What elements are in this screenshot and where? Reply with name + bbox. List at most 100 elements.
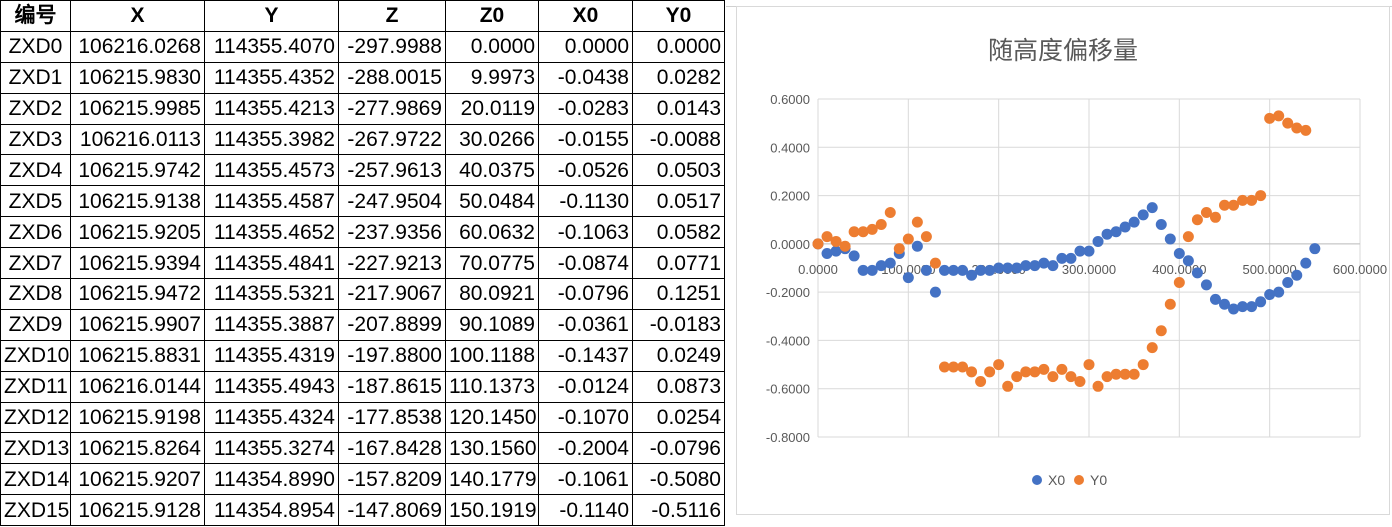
cell-y[interactable]: 114355.3274: [204, 432, 339, 465]
cell-x0[interactable]: -0.1063: [538, 216, 633, 249]
data-point-y0[interactable]: [812, 238, 824, 250]
cell-z0[interactable]: 80.0921: [445, 278, 539, 310]
cell-y[interactable]: 114354.8954: [204, 494, 339, 527]
cell-z[interactable]: -187.8615: [338, 370, 446, 403]
cell-z0[interactable]: 150.1919: [445, 494, 539, 527]
data-point-y0[interactable]: [1083, 359, 1095, 371]
cell-z0[interactable]: 90.1089: [445, 308, 539, 341]
cell-id[interactable]: ZXD2: [0, 92, 71, 125]
data-point-x0[interactable]: [966, 269, 978, 281]
cell-z[interactable]: -197.8800: [338, 339, 446, 372]
data-point-y0[interactable]: [893, 243, 905, 255]
data-point-y0[interactable]: [1246, 194, 1258, 206]
data-point-x0[interactable]: [975, 264, 987, 276]
data-point-x0[interactable]: [1065, 252, 1077, 264]
data-point-x0[interactable]: [948, 264, 959, 276]
cell-y[interactable]: 114355.4070: [204, 30, 339, 63]
cell-z[interactable]: -217.9067: [338, 278, 446, 310]
cell-x[interactable]: 106215.8264: [70, 432, 205, 465]
cell-z0[interactable]: 140.1779: [445, 463, 539, 496]
data-point-x0[interactable]: [957, 264, 969, 276]
cell-z0[interactable]: 50.0484: [445, 185, 539, 218]
data-point-x0[interactable]: [1164, 233, 1176, 245]
cell-x0[interactable]: -0.1061: [538, 463, 633, 496]
data-point-x0[interactable]: [1074, 245, 1086, 257]
cell-id[interactable]: ZXD9: [0, 308, 71, 341]
cell-z[interactable]: -257.9613: [338, 154, 446, 187]
cell-z[interactable]: -167.8428: [338, 432, 446, 465]
data-point-y0[interactable]: [1128, 368, 1140, 380]
cell-x0[interactable]: -0.0361: [538, 308, 633, 341]
cell-id[interactable]: ZXD0: [0, 30, 71, 63]
data-point-y0[interactable]: [1038, 363, 1050, 375]
data-point-x0[interactable]: [984, 264, 996, 276]
cell-z0[interactable]: 20.0119: [445, 92, 539, 125]
cell-x[interactable]: 106215.9207: [70, 463, 205, 496]
data-point-y0[interactable]: [1200, 206, 1212, 218]
cell-id[interactable]: ZXD11: [0, 370, 71, 403]
data-point-y0[interactable]: [821, 231, 833, 243]
cell-y0[interactable]: 0.0582: [632, 216, 725, 249]
cell-z0[interactable]: 130.1560: [445, 432, 539, 465]
data-point-x0[interactable]: [1119, 221, 1131, 233]
data-point-x0[interactable]: [1047, 260, 1059, 272]
data-point-y0[interactable]: [984, 366, 996, 378]
data-point-x0[interactable]: [1056, 252, 1068, 264]
data-point-y0[interactable]: [993, 359, 1005, 371]
data-point-y0[interactable]: [1056, 363, 1068, 375]
cell-y[interactable]: 114355.4587: [204, 185, 339, 218]
cell-y[interactable]: 114355.4213: [204, 92, 339, 125]
data-point-y0[interactable]: [938, 361, 950, 373]
cell-id[interactable]: ZXD14: [0, 463, 71, 496]
cell-z[interactable]: -288.0015: [338, 61, 446, 94]
data-point-x0[interactable]: [1029, 260, 1041, 272]
cell-x0[interactable]: -0.0124: [538, 370, 633, 403]
cell-id[interactable]: ZXD7: [0, 247, 71, 280]
cell-y0[interactable]: 0.0254: [632, 401, 725, 434]
data-point-y0[interactable]: [1065, 371, 1077, 383]
cell-x[interactable]: 106216.0268: [70, 30, 205, 63]
data-point-x0[interactable]: [1209, 293, 1221, 305]
data-point-x0[interactable]: [1309, 243, 1321, 255]
legend-label-y0[interactable]: Y0: [1090, 472, 1107, 488]
cell-y[interactable]: 114354.8990: [204, 463, 339, 496]
data-point-x0[interactable]: [1273, 286, 1285, 298]
cell-y0[interactable]: 0.0000: [632, 30, 725, 63]
data-point-x0[interactable]: [1038, 257, 1050, 269]
cell-x0[interactable]: -0.1437: [538, 339, 633, 372]
cell-x0[interactable]: -0.1130: [538, 185, 633, 218]
data-point-x0[interactable]: [920, 264, 932, 276]
data-point-x0[interactable]: [1291, 269, 1303, 281]
data-point-y0[interactable]: [1011, 371, 1023, 383]
cell-y[interactable]: 114355.4573: [204, 154, 339, 187]
cell-x[interactable]: 106215.9907: [70, 308, 205, 341]
cell-y0[interactable]: -0.5116: [632, 494, 725, 527]
cell-x0[interactable]: -0.1070: [538, 401, 633, 434]
cell-z[interactable]: -177.8538: [338, 401, 446, 434]
cell-z0[interactable]: 110.1373: [445, 370, 539, 403]
cell-y0[interactable]: 0.0771: [632, 247, 725, 280]
column-header-y0[interactable]: Y0: [632, 0, 725, 32]
data-point-y0[interactable]: [1020, 366, 1032, 378]
data-point-x0[interactable]: [1020, 260, 1032, 272]
data-point-y0[interactable]: [929, 257, 941, 269]
data-point-x0[interactable]: [1002, 262, 1014, 274]
data-point-y0[interactable]: [1209, 211, 1221, 223]
data-point-x0[interactable]: [1110, 226, 1122, 238]
cell-y[interactable]: 114355.3887: [204, 308, 339, 341]
data-point-x0[interactable]: [1228, 303, 1240, 315]
cell-y[interactable]: 114355.4324: [204, 401, 339, 434]
cell-z[interactable]: -227.9213: [338, 247, 446, 280]
data-point-x0[interactable]: [857, 264, 869, 276]
cell-x0[interactable]: -0.0796: [538, 278, 633, 310]
cell-x0[interactable]: -0.2004: [538, 432, 633, 465]
data-point-y0[interactable]: [1137, 359, 1149, 371]
data-point-y0[interactable]: [1282, 117, 1294, 129]
data-point-x0[interactable]: [1300, 257, 1312, 269]
data-point-y0[interactable]: [1164, 298, 1176, 310]
column-header-y[interactable]: Y: [204, 0, 339, 32]
data-point-x0[interactable]: [929, 286, 941, 298]
data-point-x0[interactable]: [1255, 296, 1267, 308]
cell-id[interactable]: ZXD4: [0, 154, 71, 187]
data-point-x0[interactable]: [875, 260, 887, 272]
